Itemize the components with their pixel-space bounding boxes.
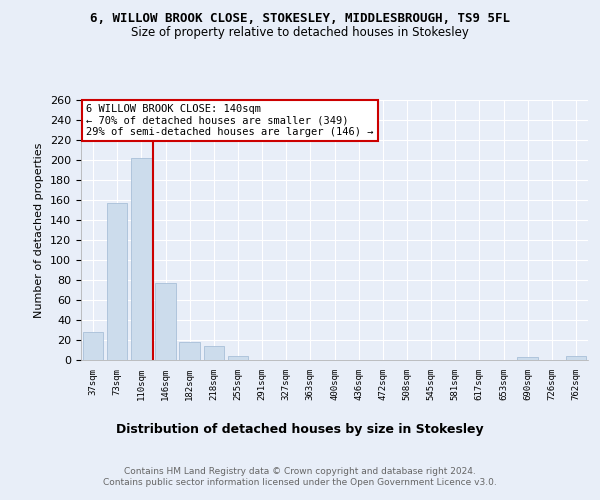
Bar xyxy=(131,158,152,360)
Bar xyxy=(179,342,200,360)
Bar xyxy=(83,332,103,360)
Bar xyxy=(517,357,538,360)
Y-axis label: Number of detached properties: Number of detached properties xyxy=(34,142,44,318)
Text: Size of property relative to detached houses in Stokesley: Size of property relative to detached ho… xyxy=(131,26,469,39)
Bar xyxy=(227,356,248,360)
Text: 6 WILLOW BROOK CLOSE: 140sqm
← 70% of detached houses are smaller (349)
29% of s: 6 WILLOW BROOK CLOSE: 140sqm ← 70% of de… xyxy=(86,104,374,137)
Bar xyxy=(203,346,224,360)
Bar xyxy=(107,203,127,360)
Bar xyxy=(566,356,586,360)
Text: Distribution of detached houses by size in Stokesley: Distribution of detached houses by size … xyxy=(116,422,484,436)
Bar xyxy=(155,283,176,360)
Text: Contains HM Land Registry data © Crown copyright and database right 2024.
Contai: Contains HM Land Registry data © Crown c… xyxy=(103,468,497,487)
Text: 6, WILLOW BROOK CLOSE, STOKESLEY, MIDDLESBROUGH, TS9 5FL: 6, WILLOW BROOK CLOSE, STOKESLEY, MIDDLE… xyxy=(90,12,510,26)
